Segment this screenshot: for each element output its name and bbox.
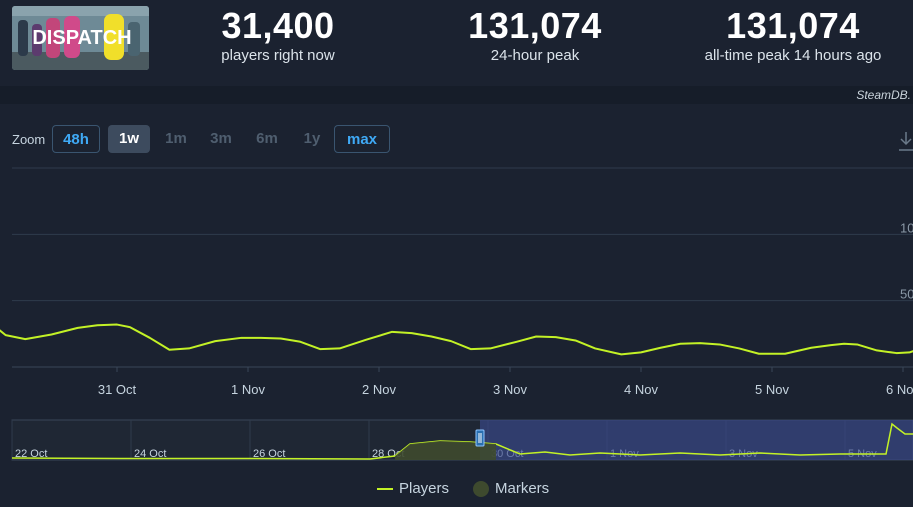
header-divider bbox=[0, 86, 913, 104]
legend-item-markers[interactable]: Markers bbox=[473, 480, 549, 497]
x-tick-label: 5 Nov bbox=[755, 382, 789, 397]
game-thumbnail-art: DISPATCH bbox=[12, 6, 149, 70]
all-time-peak-value: 131,074 bbox=[726, 5, 860, 46]
stat-24h-peak: 131,074 24-hour peak bbox=[455, 6, 615, 66]
legend-label-players: Players bbox=[399, 480, 450, 497]
current-players-label: players right now bbox=[221, 47, 335, 64]
stat-all-time-peak: 131,074 all-time peak 14 hours ago bbox=[693, 6, 893, 66]
navigator-series-line bbox=[11, 422, 913, 460]
game-thumbnail[interactable]: DISPATCH bbox=[12, 6, 149, 70]
zoom-button-1w[interactable]: 1w bbox=[108, 125, 150, 153]
zoom-label: Zoom bbox=[12, 132, 46, 147]
navigator-tick-label: 26 Oct bbox=[253, 448, 285, 460]
header: DISPATCH 31,400 players right now 131,07… bbox=[0, 0, 913, 86]
zoom-button-max[interactable]: max bbox=[334, 125, 390, 153]
zoom-button-6m: 6m bbox=[256, 130, 278, 147]
x-tick-label: 2 Nov bbox=[362, 382, 396, 397]
zoom-button-1y: 1y bbox=[303, 130, 321, 147]
legend-line-swatch bbox=[377, 487, 393, 490]
current-players-value: 31,400 bbox=[221, 5, 335, 46]
peak-24h-label: 24-hour peak bbox=[490, 47, 580, 64]
series-line-players[interactable] bbox=[0, 193, 913, 356]
zoom-button-3m: 3m bbox=[210, 130, 232, 147]
x-tick-label: 4 Nov bbox=[624, 382, 658, 397]
peak-24h-value: 131,074 bbox=[468, 5, 602, 46]
x-tick-label: 3 Nov bbox=[493, 382, 527, 397]
x-tick-label: 1 Nov bbox=[231, 382, 265, 397]
navigator-tick-label: 24 Oct bbox=[134, 448, 166, 460]
navigator-handle[interactable] bbox=[475, 429, 485, 447]
y-tick-label: 50 bbox=[900, 287, 913, 302]
legend-item-players[interactable]: Players bbox=[377, 480, 449, 497]
chart-legend: Players Markers bbox=[0, 480, 913, 500]
x-tick-label: 31 Oct bbox=[98, 382, 137, 397]
navigator-tick-label: 22 Oct bbox=[15, 448, 47, 460]
player-count-chart[interactable]: 50 100 31 Oct 1 Nov 2 Nov 3 Nov 4 Nov 5 Nov 6 No… bbox=[0, 160, 913, 410]
game-logo-text: DISPATCH bbox=[32, 27, 131, 49]
y-tick-label: 100 bbox=[900, 220, 913, 235]
legend-circle-swatch bbox=[473, 480, 489, 497]
zoom-button-48h[interactable]: 48h bbox=[52, 125, 100, 153]
download-icon[interactable] bbox=[898, 130, 913, 152]
legend-label-markers: Markers bbox=[495, 480, 550, 497]
navigator-marker-area bbox=[395, 441, 496, 460]
x-tick-label: 6 Nov bbox=[886, 382, 913, 397]
zoom-button-1m: 1m bbox=[165, 130, 187, 147]
all-time-peak-label: all-time peak 14 hours ago bbox=[704, 47, 882, 64]
stat-current-players: 31,400 players right now bbox=[208, 6, 348, 66]
steamdb-credit[interactable]: SteamDB. bbox=[856, 88, 911, 102]
